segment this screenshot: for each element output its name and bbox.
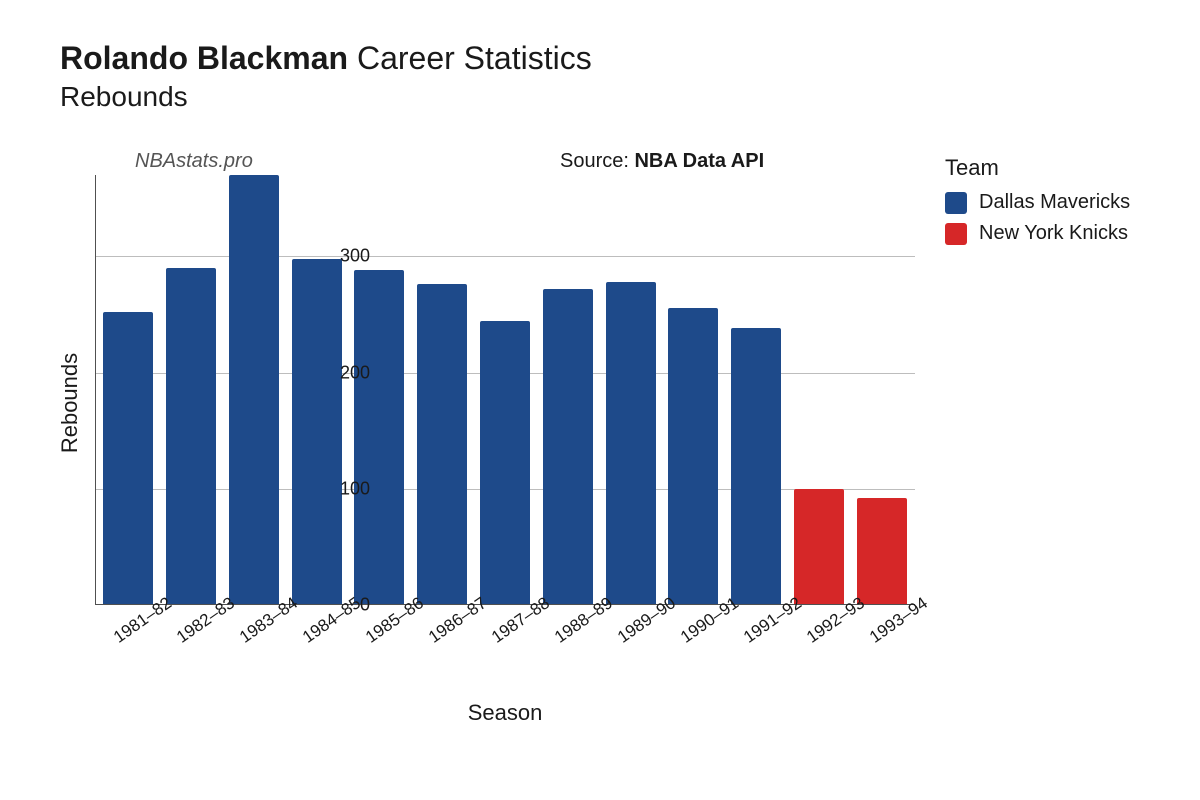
x-tick-label: 1983–84 (232, 598, 288, 648)
y-axis-title: Rebounds (57, 353, 83, 453)
legend-label: Dallas Mavericks (979, 191, 1130, 214)
x-axis-title: Season (95, 700, 915, 726)
x-tick-labels: 1981–821982–831983–841984–851985–861986–… (95, 612, 915, 638)
watermark-text: NBAstats.pro (135, 150, 253, 173)
title-suffix: Career Statistics (357, 40, 592, 76)
bar (606, 282, 656, 605)
bar (794, 489, 844, 605)
x-tick-label: 1990–91 (674, 598, 730, 648)
bar (354, 270, 404, 605)
chart-title: Rolando Blackman Career Statistics (60, 40, 592, 77)
legend-items: Dallas Mavericks New York Knicks (945, 191, 1130, 245)
source-prefix: Source: (560, 150, 634, 172)
bar (166, 268, 216, 605)
bars-container (95, 175, 915, 605)
legend-item: New York Knicks (945, 222, 1130, 245)
x-tick-label: 1987–88 (484, 598, 540, 648)
y-tick-label: 200 (310, 362, 370, 383)
chart-title-block: Rolando Blackman Career Statistics Rebou… (60, 40, 592, 113)
source-label: Source: NBA Data API (560, 150, 764, 173)
legend-label: New York Knicks (979, 222, 1128, 245)
bar (229, 175, 279, 605)
x-tick-label: 1993–94 (863, 598, 919, 648)
y-tick-label: 100 (310, 478, 370, 499)
chart-plot-area (95, 175, 915, 605)
bar (857, 498, 907, 605)
bar (543, 289, 593, 605)
legend-title: Team (945, 155, 1130, 181)
bar (417, 284, 467, 605)
x-tick-label: 1992–93 (800, 598, 856, 648)
source-name: NBA Data API (634, 150, 764, 172)
chart-subtitle: Rebounds (60, 81, 592, 113)
x-tick-label: 1988–89 (547, 598, 603, 648)
legend-swatch (945, 223, 967, 245)
legend-swatch (945, 192, 967, 214)
x-tick-label: 1989–90 (611, 598, 667, 648)
x-tick-label: 1982–83 (169, 598, 225, 648)
bar (480, 321, 530, 605)
legend-item: Dallas Mavericks (945, 191, 1130, 214)
bar (103, 312, 153, 605)
y-axis-line (95, 175, 96, 605)
bar (292, 259, 342, 605)
y-tick-label: 300 (310, 246, 370, 267)
x-tick-label: 1981–82 (106, 598, 162, 648)
x-tick-label: 1986–87 (421, 598, 477, 648)
bar (731, 328, 781, 605)
x-tick-label: 1991–92 (737, 598, 793, 648)
title-player: Rolando Blackman (60, 40, 348, 76)
bar (668, 308, 718, 606)
legend: Team Dallas Mavericks New York Knicks (945, 155, 1130, 253)
